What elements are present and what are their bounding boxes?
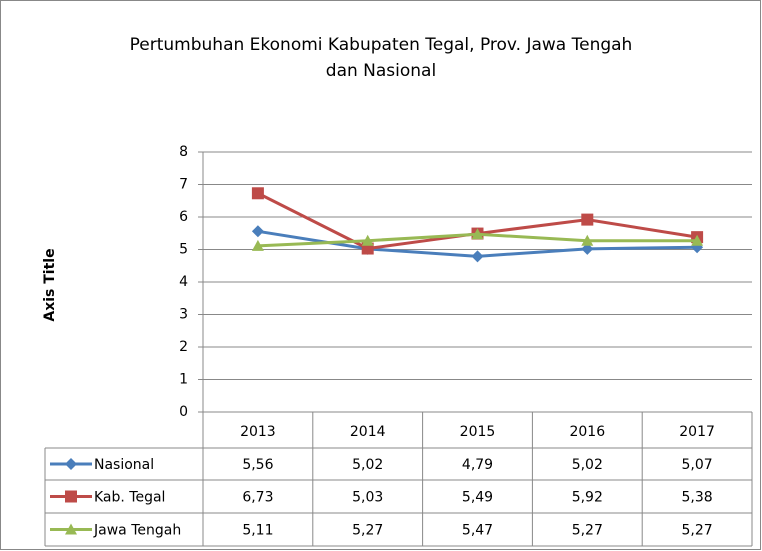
table-cell: 4,79 bbox=[462, 457, 493, 473]
chart-title: dan Nasional bbox=[326, 61, 436, 81]
table-cell: 5,27 bbox=[572, 523, 603, 539]
marker bbox=[581, 234, 594, 246]
y-tick-label: 6 bbox=[179, 209, 188, 225]
table-cell: 5,11 bbox=[242, 523, 273, 539]
legend-label: Kab. Tegal bbox=[94, 490, 165, 506]
x-tick-label: 2014 bbox=[350, 424, 386, 440]
marker bbox=[581, 242, 594, 255]
y-tick-label: 1 bbox=[179, 372, 188, 388]
table-cell: 6,73 bbox=[242, 490, 273, 506]
table-cell: 5,49 bbox=[462, 490, 493, 506]
x-tick-label: 2016 bbox=[569, 424, 605, 440]
marker bbox=[581, 213, 594, 226]
x-tick-label: 2015 bbox=[460, 424, 496, 440]
marker bbox=[251, 239, 264, 251]
y-tick-label: 8 bbox=[179, 144, 188, 160]
table-cell: 5,27 bbox=[352, 523, 383, 539]
y-tick-label: 4 bbox=[179, 274, 188, 290]
table-cell: 5,56 bbox=[242, 457, 273, 473]
marker bbox=[65, 458, 77, 470]
table-cell: 5,02 bbox=[352, 457, 383, 473]
y-tick-label: 2 bbox=[179, 339, 188, 355]
x-tick-label: 2017 bbox=[679, 424, 715, 440]
y-tick-label: 0 bbox=[179, 404, 188, 420]
y-axis-title: Axis Title bbox=[42, 248, 58, 321]
x-tick-label: 2013 bbox=[240, 424, 276, 440]
marker bbox=[361, 234, 374, 246]
y-tick-label: 3 bbox=[179, 307, 188, 323]
marker bbox=[691, 234, 704, 246]
marker bbox=[65, 490, 77, 503]
table-cell: 5,47 bbox=[462, 523, 493, 539]
table-cell: 5,92 bbox=[572, 490, 603, 506]
table-cell: 5,38 bbox=[682, 490, 713, 506]
marker bbox=[471, 250, 484, 263]
table-cell: 5,27 bbox=[682, 523, 713, 539]
chart-title: Pertumbuhan Ekonomi Kabupaten Tegal, Pro… bbox=[130, 35, 633, 55]
legend-label: Nasional bbox=[94, 457, 154, 473]
marker bbox=[471, 228, 484, 240]
marker bbox=[251, 225, 264, 238]
marker bbox=[251, 187, 264, 200]
table-cell: 5,02 bbox=[572, 457, 603, 473]
table-cell: 5,07 bbox=[682, 457, 713, 473]
y-tick-label: 5 bbox=[179, 242, 188, 258]
table-cell: 5,03 bbox=[352, 490, 383, 506]
legend-label: Jawa Tengah bbox=[93, 523, 181, 539]
marker bbox=[65, 523, 77, 535]
y-tick-label: 7 bbox=[179, 177, 188, 193]
